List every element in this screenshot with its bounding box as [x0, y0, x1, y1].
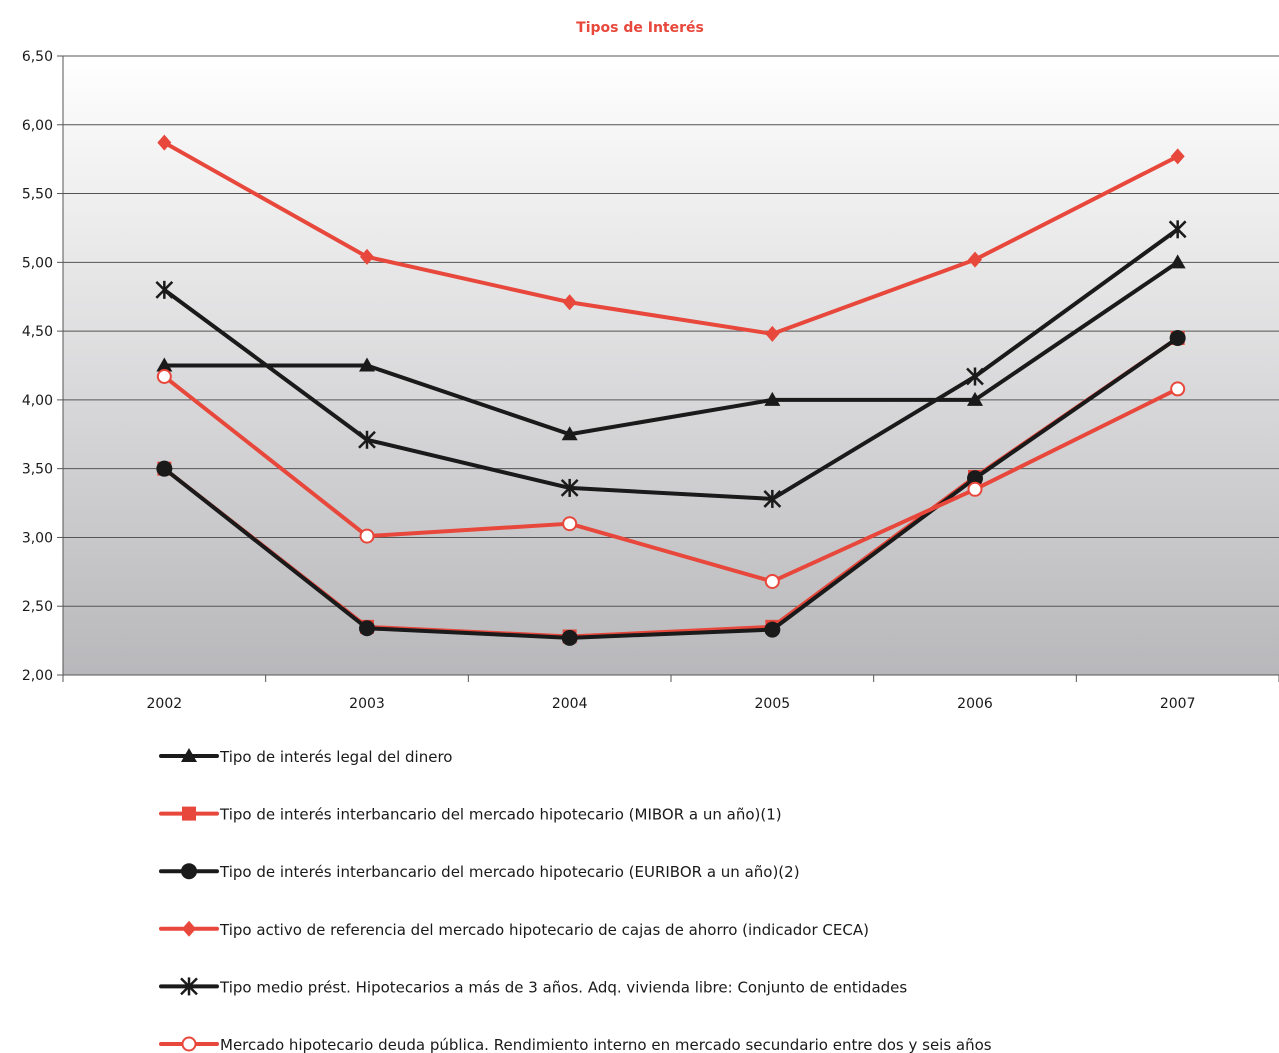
series-4: [157, 134, 1185, 342]
data-point: [359, 620, 375, 637]
data-point: [561, 426, 578, 441]
data-point: [155, 280, 174, 299]
data-point: [967, 391, 983, 406]
legend-marker: [182, 806, 196, 821]
data-point: [156, 357, 173, 372]
data-point: [1168, 220, 1187, 239]
legend: Tipo de interés legal del dinero Tipo de …: [159, 748, 992, 1053]
legend-marker: [181, 748, 197, 762]
data-point: [966, 367, 984, 386]
chart-title: Tipos de Interés: [576, 20, 704, 36]
series-line: [163, 336, 1179, 640]
data-point: [764, 573, 780, 589]
x-tick-label: 2004: [552, 696, 588, 712]
legend-entry: Mercado hipotecario deuda pública. Rendi…: [159, 1036, 992, 1053]
plot-area: 2,00 2,50 3,00 3,50 4,00 4,50 5,00 5,50 6,00 6,50…: [22, 49, 1279, 712]
data-point: [1169, 254, 1186, 269]
y-tick-label: 3,00: [22, 530, 53, 546]
data-point: [562, 516, 578, 532]
y-tick-label: 2,50: [22, 599, 53, 615]
x-tick-label: 2006: [957, 696, 993, 712]
data-point: [358, 430, 376, 449]
data-point: [560, 478, 579, 497]
legend-label: Tipo de interés interbancario del mercad…: [219, 863, 800, 881]
data-point: [764, 621, 781, 638]
legend-entry: Tipo de interés legal del dinero: [159, 748, 452, 766]
legend-entry: Tipo medio prést. Hipotecarios a más de …: [159, 977, 907, 996]
legend-label: Tipo de interés legal del dinero: [219, 748, 452, 766]
y-tick-label: 2,00: [22, 668, 53, 684]
legend-marker: [182, 920, 196, 937]
data-point: [967, 470, 983, 487]
series-line: [163, 140, 1179, 336]
legend-label: Mercado hipotecario deuda pública. Rendi…: [220, 1036, 992, 1053]
data-point: [1169, 329, 1186, 346]
data-point: [156, 369, 172, 385]
y-tick-label: 6,50: [22, 49, 53, 65]
data-point: [1170, 381, 1186, 397]
series-6: [156, 369, 1186, 589]
data-point: [967, 481, 983, 497]
data-point: [765, 325, 780, 342]
series-3: [156, 329, 1186, 646]
data-point: [763, 489, 782, 508]
data-point: [561, 629, 578, 646]
series-5: [155, 220, 1187, 508]
y-tick-label: 5,50: [22, 187, 53, 203]
legend-label: Tipo activo de referencia del mercado hi…: [219, 921, 869, 939]
legend-marker: [181, 863, 197, 880]
series-line: [163, 374, 1179, 584]
data-point: [562, 294, 577, 311]
legend-entry: Tipo activo de referencia del mercado hi…: [159, 920, 869, 939]
legend-entry: Tipo de interés interbancario del mercad…: [159, 806, 782, 824]
data-point: [157, 134, 172, 151]
legend-marker: [181, 1036, 197, 1052]
data-point: [359, 357, 375, 372]
x-tick-label: 2002: [147, 696, 183, 712]
y-tick-label: 4,50: [22, 324, 53, 340]
data-point: [359, 528, 375, 544]
y-tick-label: 6,00: [22, 118, 53, 134]
series-line: [164, 260, 1179, 437]
data-point: [968, 251, 982, 268]
legend-entry: Tipo de interés interbancario del mercad…: [159, 863, 800, 881]
y-tick-label: 5,00: [22, 255, 53, 271]
x-tick-label: 2007: [1160, 696, 1196, 712]
data-point: [764, 391, 781, 406]
y-tick-label: 3,50: [22, 462, 53, 478]
legend-label: Tipo de interés interbancario del mercad…: [219, 806, 782, 824]
series-1: [156, 254, 1186, 441]
series-line: [163, 227, 1179, 501]
data-point: [156, 460, 173, 477]
y-tick-label: 4,00: [22, 393, 53, 409]
legend-marker: [180, 977, 198, 996]
data-point: [360, 248, 374, 265]
legend-label: Tipo medio prést. Hipotecarios a más de …: [219, 978, 907, 996]
x-tick-label: 2003: [349, 696, 385, 712]
data-point: [1170, 148, 1185, 165]
x-tick-label: 2005: [755, 696, 791, 712]
